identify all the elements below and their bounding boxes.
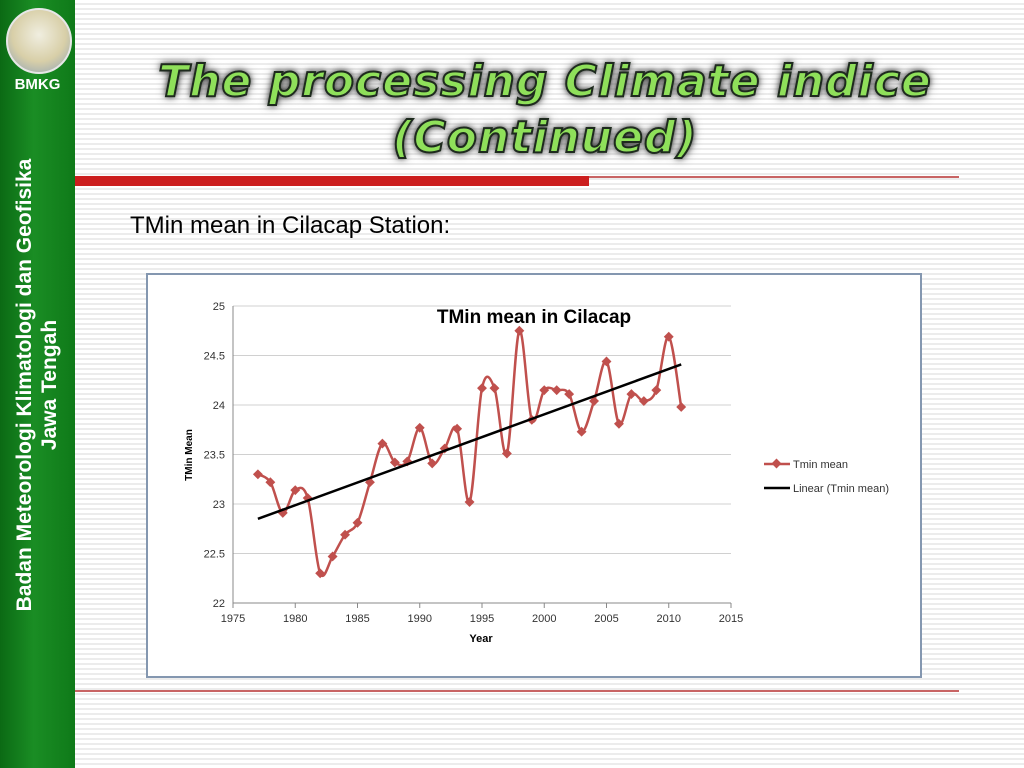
logo-text: BMKG <box>14 76 61 93</box>
chart-frame: 22 22.5 23 23.5 24 24.5 25 1975 1980 1985 1990 1995… <box>146 273 922 678</box>
legend-label-tmin-mean: Tmin mean <box>793 459 848 471</box>
y-tick-label: 22.5 <box>204 549 225 561</box>
chart-title: TMin mean in Cilacap <box>437 307 631 328</box>
chart-legend: Tmin mean Linear (Tmin mean) <box>764 458 889 495</box>
data-point-marker <box>576 426 587 437</box>
data-point-marker <box>352 517 363 528</box>
data-point-marker <box>315 568 326 579</box>
x-tick-label: 1990 <box>408 613 432 625</box>
slide-title-line2: (Continued) <box>391 111 698 164</box>
data-point-marker <box>501 448 512 459</box>
slide-subtitle: TMin mean in Cilacap Station: <box>130 212 451 239</box>
slide-title: The processing Climate indice (Continued… <box>110 54 980 166</box>
data-point-marker <box>651 385 662 396</box>
organization-name: Badan Meteorologi Klimatologi dan Geofis… <box>12 105 62 665</box>
x-tick-label: 1985 <box>345 613 369 625</box>
y-tick-label: 23 <box>213 499 225 511</box>
sidebar: BMKG Badan Meteorologi Klimatologi dan G… <box>0 0 75 768</box>
y-axis-label: TMin Mean <box>184 429 195 481</box>
data-point-marker <box>489 383 500 394</box>
data-point-marker <box>290 485 301 496</box>
y-tick-label: 24 <box>213 400 225 412</box>
data-point-marker <box>252 469 263 480</box>
title-divider-line <box>589 176 959 178</box>
data-point-marker <box>389 457 400 468</box>
data-point-marker <box>614 418 624 429</box>
footer-divider-line <box>75 690 959 692</box>
tmin-chart: 22 22.5 23 23.5 24 24.5 25 1975 1980 1985 1990 1995… <box>184 301 889 645</box>
organization-name-line2: Jawa Tengah <box>38 319 61 451</box>
tmin-mean-series-line <box>257 329 683 577</box>
x-tick-label: 1975 <box>221 613 245 625</box>
data-point-marker <box>414 422 425 433</box>
title-underline-bar <box>75 176 589 186</box>
data-point-marker <box>539 385 550 396</box>
data-point-marker <box>377 438 388 449</box>
data-point-marker <box>626 389 637 400</box>
data-point-marker <box>601 356 612 367</box>
y-tick-label: 24.5 <box>204 351 225 363</box>
legend-label-linear: Linear (Tmin mean) <box>793 483 889 495</box>
data-point-marker <box>340 529 350 540</box>
data-point-marker <box>464 497 475 507</box>
x-tick-label: 2010 <box>657 613 681 625</box>
data-point-marker <box>589 396 599 406</box>
x-tick-label: 2000 <box>532 613 556 625</box>
x-tick-label: 2005 <box>594 613 618 625</box>
data-point-marker <box>551 385 562 396</box>
data-point-marker <box>676 402 687 412</box>
x-tick-label: 1995 <box>470 613 494 625</box>
y-tick-label: 23.5 <box>204 450 225 462</box>
y-tick-label: 25 <box>213 301 225 313</box>
organization-name-line1: Badan Meteorologi Klimatologi dan Geofis… <box>13 158 36 612</box>
legend-marker-tmin-mean <box>771 458 782 469</box>
data-point-marker <box>477 383 487 394</box>
slide-title-line1: The processing Climate indice <box>157 55 932 108</box>
data-point-marker <box>427 458 438 469</box>
y-tick-label: 22 <box>213 598 225 610</box>
x-axis-label: Year <box>469 633 493 645</box>
x-tick-label: 2015 <box>719 613 743 625</box>
data-point-marker <box>452 423 463 434</box>
data-point-marker <box>564 389 575 400</box>
linear-trendline <box>257 363 682 521</box>
x-tick-label: 1980 <box>283 613 307 625</box>
bmkg-logo <box>6 8 72 74</box>
data-point-marker <box>663 331 674 342</box>
